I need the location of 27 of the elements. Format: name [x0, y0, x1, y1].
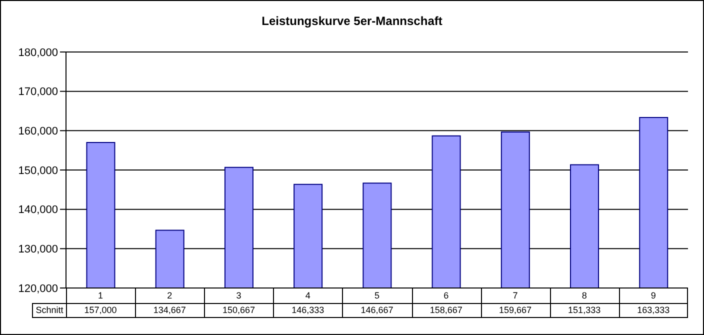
- data-label: 146,333: [290, 304, 326, 317]
- x-tick-label: 8: [582, 290, 587, 300]
- data-label: 151,333: [567, 304, 602, 317]
- data-label: 150,667: [222, 304, 256, 317]
- data-label: 146,667: [360, 304, 394, 317]
- data-label: 163,333: [636, 304, 671, 317]
- x-tick-label: 1: [98, 290, 104, 300]
- y-tick-label: 150,000: [18, 164, 58, 177]
- x-tick-label: 2: [167, 290, 172, 300]
- x-tick-label: 6: [444, 290, 449, 300]
- x-tick-label: 7: [512, 290, 518, 300]
- x-tick-label: 4: [305, 290, 310, 300]
- y-tick-label: 130,000: [18, 244, 58, 256]
- y-tick-label: 140,000: [18, 204, 58, 216]
- data-label: 157,000: [83, 304, 118, 317]
- data-label: 159,667: [498, 304, 532, 317]
- x-tick-label: 3: [236, 290, 242, 300]
- x-tick-label: 9: [650, 290, 656, 300]
- data-label: 134,667: [152, 304, 187, 317]
- y-tick-label: 160,000: [18, 126, 58, 138]
- data-label: 158,667: [428, 304, 464, 317]
- text: Schnitt: [32, 303, 66, 318]
- y-tick-label: 170,000: [18, 86, 58, 98]
- chart-title: Leistungskurve 5er-Mannschaft: [260, 14, 444, 28]
- y-tick-label: 120,000: [18, 282, 58, 295]
- x-tick-label: 5: [374, 290, 380, 300]
- y-tick-label: 180,000: [18, 46, 58, 59]
